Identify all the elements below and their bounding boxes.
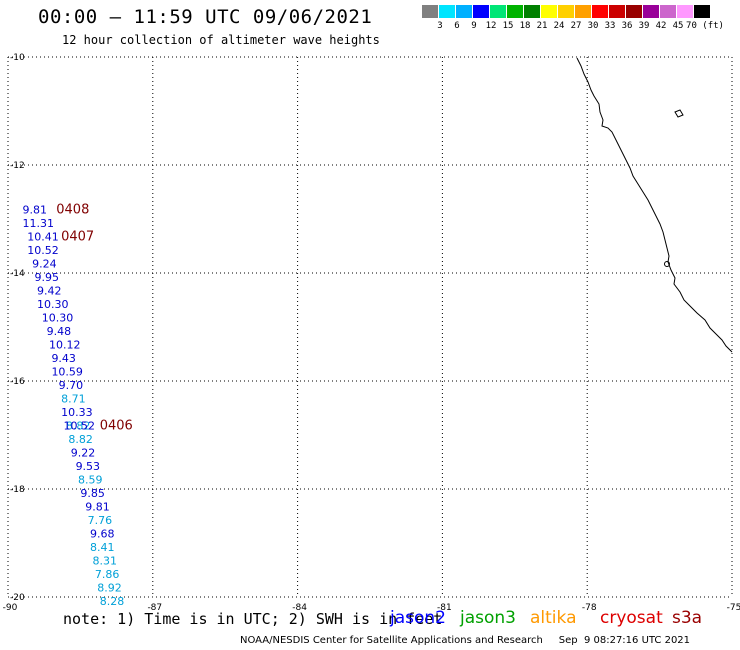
wave-height-value: 10.30 bbox=[42, 312, 74, 325]
wave-height-value: 10.59 bbox=[51, 366, 83, 379]
lat-tick-label: -10 bbox=[10, 53, 25, 63]
lat-tick-label: -18 bbox=[10, 485, 25, 495]
wave-height-value: 9.68 bbox=[90, 528, 115, 541]
color-swatch bbox=[694, 5, 710, 18]
color-swatch bbox=[439, 5, 455, 18]
legend-jason3: jason3 bbox=[460, 608, 516, 628]
color-scale-label: 6 bbox=[454, 21, 460, 31]
credit-line: NOAA/NESDIS Center for Satellite Applica… bbox=[240, 635, 691, 646]
legend-jason2: jason2 bbox=[390, 608, 446, 628]
wave-height-value: 8.31 bbox=[92, 555, 117, 568]
legend-s3a: s3a bbox=[672, 608, 703, 628]
lon-tick-label: -75 bbox=[727, 603, 740, 613]
color-swatch bbox=[473, 5, 489, 18]
wave-height-value: 7.76 bbox=[88, 514, 113, 527]
color-scale-label: 12 bbox=[485, 21, 497, 31]
wave-height-value: 10.12 bbox=[49, 339, 81, 352]
color-swatch bbox=[558, 5, 574, 18]
wave-height-value: 10.30 bbox=[37, 298, 69, 311]
wave-height-value: 9.48 bbox=[47, 325, 72, 338]
color-swatch bbox=[490, 5, 506, 18]
color-scale-label: 24 bbox=[553, 21, 565, 31]
color-swatch bbox=[524, 5, 540, 18]
color-scale-label: 18 bbox=[519, 21, 531, 31]
wave-height-value: 11.31 bbox=[22, 217, 54, 230]
wave-height-value: 9.85 bbox=[80, 487, 105, 500]
wave-height-value: 8.71 bbox=[61, 393, 86, 406]
wave-height-value: 10.52 bbox=[64, 420, 96, 433]
lon-tick-label: -81 bbox=[437, 603, 452, 613]
legend-altika: altika bbox=[530, 608, 577, 628]
wave-height-value: 9.81 bbox=[85, 501, 110, 514]
pass-time-label: 0407 bbox=[61, 230, 94, 245]
island-outline bbox=[674, 109, 684, 118]
color-scale-label: 30 bbox=[587, 21, 599, 31]
units-note: note: 1) Time is in UTC; 2) SWH is in fe… bbox=[63, 610, 443, 628]
color-scale-label: 9 bbox=[471, 21, 477, 31]
wave-height-value: 9.53 bbox=[76, 460, 101, 473]
page-subtitle: 12 hour collection of altimeter wave hei… bbox=[62, 33, 380, 47]
color-scale-label: 21 bbox=[536, 21, 548, 31]
lat-tick-label: -20 bbox=[10, 593, 25, 603]
wave-height-value: 10.41 bbox=[27, 231, 59, 244]
color-swatch bbox=[575, 5, 591, 18]
wave-height-value: 9.42 bbox=[37, 285, 62, 298]
wave-height-value: 8.82 bbox=[68, 433, 93, 446]
color-swatch bbox=[422, 5, 438, 18]
color-scale-label: 15 bbox=[502, 21, 514, 31]
wave-height-value: 10.52 bbox=[27, 244, 59, 257]
wave-height-value: 9.81 bbox=[22, 204, 47, 217]
color-swatch bbox=[592, 5, 608, 18]
color-swatch bbox=[609, 5, 625, 18]
wave-height-value: 9.43 bbox=[51, 352, 76, 365]
wave-height-value: 8.59 bbox=[78, 474, 103, 487]
pass-time-label: 0406 bbox=[100, 419, 133, 434]
wave-height-value: 9.95 bbox=[35, 271, 60, 284]
pass-time-label: 0408 bbox=[56, 203, 89, 218]
color-scale-label: 33 bbox=[604, 21, 616, 31]
page-title: 00:00 – 11:59 UTC 09/06/2021 bbox=[38, 6, 373, 28]
lon-tick-label: -78 bbox=[582, 603, 597, 613]
color-swatch bbox=[507, 5, 523, 18]
lon-tick-label: -90 bbox=[3, 603, 18, 613]
island-outline bbox=[664, 261, 670, 267]
color-swatch bbox=[626, 5, 642, 18]
legend-cryosat: cryosat bbox=[600, 608, 663, 628]
color-scale-label: 3 bbox=[437, 21, 443, 31]
lon-tick-label: -84 bbox=[292, 603, 307, 613]
lon-tick-label: -87 bbox=[147, 603, 162, 613]
wave-height-value: 8.92 bbox=[97, 582, 122, 595]
color-swatch bbox=[456, 5, 472, 18]
color-scale-label: 36 bbox=[621, 21, 633, 31]
wave-height-value: 9.22 bbox=[71, 447, 96, 460]
wave-height-value: 8.82 bbox=[66, 420, 91, 433]
color-scale-label: 70 (ft) bbox=[686, 21, 724, 31]
wave-height-value: 8.28 bbox=[100, 595, 125, 608]
lat-tick-label: -14 bbox=[10, 269, 25, 279]
color-swatch bbox=[677, 5, 693, 18]
color-scale-label: 45 bbox=[672, 21, 684, 31]
wave-height-value: 8.41 bbox=[90, 541, 115, 554]
color-swatch bbox=[660, 5, 676, 18]
color-scale-label: 39 bbox=[638, 21, 650, 31]
wave-height-value: 9.24 bbox=[32, 258, 57, 271]
wave-height-value: 10.33 bbox=[61, 406, 93, 419]
color-swatch bbox=[643, 5, 659, 18]
color-swatch bbox=[541, 5, 557, 18]
color-scale-label: 27 bbox=[570, 21, 582, 31]
wave-height-value: 9.70 bbox=[59, 379, 84, 392]
wave-height-value: 7.86 bbox=[95, 568, 120, 581]
color-scale-label: 42 bbox=[655, 21, 667, 31]
lat-tick-label: -16 bbox=[10, 377, 25, 387]
coastline bbox=[576, 57, 733, 353]
lat-tick-label: -12 bbox=[10, 161, 25, 171]
